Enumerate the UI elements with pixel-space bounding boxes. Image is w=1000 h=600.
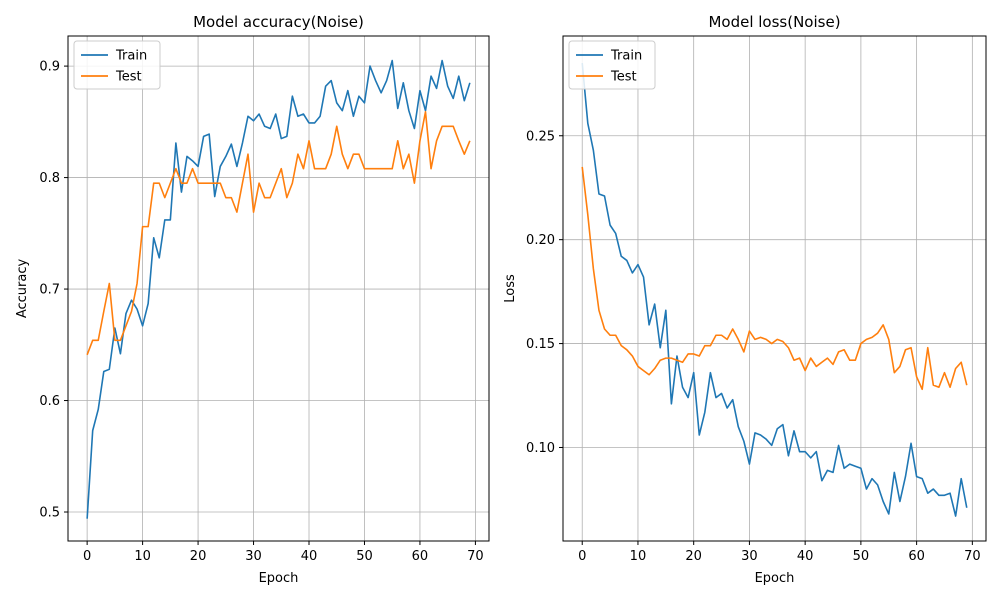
x-tick-label: 40	[301, 549, 318, 564]
legend-label-test: Test	[115, 70, 142, 85]
legend-label-train: Train	[610, 49, 642, 64]
x-tick-label: 50	[853, 549, 870, 564]
plot-frame	[67, 35, 490, 542]
x-tick-label: 70	[964, 549, 981, 564]
legend-label-train: Train	[115, 49, 147, 64]
y-tick-label: 0.25	[526, 129, 555, 144]
y-tick-label: 0.6	[39, 394, 60, 409]
y-tick-label: 0.5	[39, 506, 60, 521]
legend: Train Test	[568, 40, 656, 90]
series-line-test	[86, 111, 471, 356]
x-tick-label: 30	[741, 549, 758, 564]
x-tick-label: 0	[578, 549, 586, 564]
chart-title: Model loss(Noise)	[708, 13, 840, 31]
series-line-test	[581, 166, 968, 391]
y-tick-label: 0.9	[39, 60, 60, 75]
y-tick-label: 0.7	[39, 283, 60, 298]
x-axis-label: Epoch	[259, 571, 299, 586]
x-tick-label: 20	[685, 549, 702, 564]
x-tick-label: 60	[908, 549, 925, 564]
subplot-1: 0 10 20 30 40 50 60 70 0.10 0.15 0.20 0.25 Model los…	[503, 13, 987, 586]
subplot-0: 0 10 20 30 40 50 60 70 0.5 0.6 0.7 0.8 0.9 Model accu…	[15, 13, 490, 586]
y-axis-label: Loss	[503, 274, 518, 303]
legend-label-test: Test	[610, 70, 637, 85]
x-tick-label: 0	[83, 549, 91, 564]
chart-title: Model accuracy(Noise)	[193, 13, 364, 31]
legend-box	[568, 40, 656, 90]
series-line-train	[581, 62, 968, 517]
x-axis-label: Epoch	[755, 571, 795, 586]
legend-box	[73, 40, 161, 90]
plot-frame	[562, 35, 987, 542]
x-tick-label: 20	[190, 549, 207, 564]
x-tick-label: 70	[467, 549, 484, 564]
x-tick-label: 10	[134, 549, 151, 564]
y-tick-label: 0.20	[526, 233, 555, 248]
y-tick-label: 0.8	[39, 171, 60, 186]
legend: Train Test	[73, 40, 161, 90]
x-tick-label: 60	[412, 549, 429, 564]
y-tick-label: 0.10	[526, 441, 555, 456]
series-line-train	[86, 59, 471, 519]
y-axis-label: Accuracy	[15, 259, 30, 319]
y-tick-label: 0.15	[526, 337, 555, 352]
x-tick-label: 30	[245, 549, 262, 564]
x-tick-label: 10	[630, 549, 647, 564]
x-tick-label: 50	[356, 549, 373, 564]
x-tick-label: 40	[797, 549, 814, 564]
